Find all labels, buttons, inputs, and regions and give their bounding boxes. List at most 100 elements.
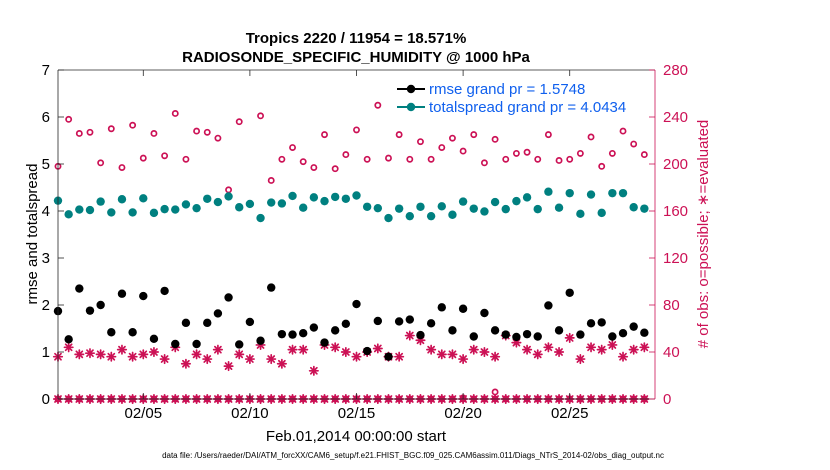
x-axis-label: Feb.01,2014 00:00:00 start	[266, 428, 447, 445]
possible-point	[331, 165, 339, 173]
possible-point	[448, 134, 456, 142]
totalspread-point	[458, 197, 468, 206]
totalspread-point	[160, 204, 169, 214]
rmse-point	[117, 289, 127, 298]
rmse-point	[330, 326, 340, 335]
evaluated-point	[63, 342, 74, 353]
evaluated-point	[106, 351, 117, 362]
possible-point	[363, 155, 371, 163]
chart-title: Tropics 2220 / 11954 = 18.571%	[246, 30, 467, 47]
y-tick-right-label: 280	[663, 62, 688, 79]
y-tick-right-label: 40	[663, 344, 680, 361]
rmse-point	[298, 329, 308, 338]
totalspread-point	[235, 203, 244, 212]
totalspread-point	[107, 208, 116, 217]
rmse-point	[171, 339, 180, 349]
possible-point	[289, 144, 296, 151]
totalspread-point	[171, 205, 180, 214]
x-tick-label: 02/10	[231, 405, 269, 422]
rmse-point	[458, 304, 468, 313]
totalspread-point	[554, 203, 564, 212]
evaluated-point	[138, 349, 149, 360]
rmse-point	[426, 319, 436, 328]
evaluated-point	[84, 348, 96, 359]
possible-point	[619, 127, 627, 135]
totalspread-point	[245, 199, 255, 209]
x-tick-label: 02/25	[551, 405, 589, 422]
totalspread-point	[490, 197, 500, 207]
evaluated-point	[180, 358, 191, 369]
possible-point	[534, 155, 542, 163]
evaluated-point	[234, 349, 245, 360]
data-file-footnote: data file: /Users/raeder/DAI/ATM_forcXX/…	[162, 451, 664, 460]
rmse-point	[437, 303, 446, 312]
totalspread-point	[203, 194, 212, 203]
possible-point	[608, 149, 616, 157]
rmse-point	[107, 328, 116, 337]
rmse-point	[267, 283, 276, 292]
rmse-point	[277, 329, 287, 339]
axes-layer: 0 1 2 3 4 5 6 7 0 40 80 120 160 200 240 280 02/05 02/10 02…	[42, 62, 688, 422]
totalspread-point	[437, 202, 446, 211]
possible-point	[107, 125, 115, 133]
totalspread-point	[501, 204, 510, 214]
totalspread-point	[352, 191, 361, 200]
legend-spread-label: totalspread grand pr = 4.0434	[429, 99, 626, 116]
totalspread-point	[181, 200, 191, 209]
possible-point	[321, 131, 328, 139]
totalspread-point	[597, 208, 606, 218]
totalspread-point	[373, 203, 383, 213]
evaluated-point	[404, 330, 415, 341]
possible-point	[257, 112, 265, 120]
totalspread-point	[117, 195, 127, 204]
possible-point	[395, 131, 403, 139]
rmse-point	[640, 328, 649, 337]
evaluated-point	[223, 361, 234, 372]
totalspread-point	[256, 213, 265, 223]
rmse-point	[533, 332, 542, 341]
possible-point	[417, 138, 424, 146]
rmse-point	[522, 329, 532, 339]
y-tick-right-label: 200	[663, 156, 688, 173]
rmse-point	[405, 315, 415, 324]
evaluated-point	[212, 344, 223, 355]
possible-point	[161, 152, 169, 160]
possible-point	[97, 159, 105, 167]
totalspread-point	[629, 203, 638, 212]
rmse-point	[309, 323, 319, 332]
possible-point	[278, 155, 286, 163]
y-tick-right-label: 0	[663, 391, 671, 408]
rmse-point	[490, 326, 500, 335]
rmse-point	[181, 318, 191, 328]
rmse-point	[245, 317, 255, 327]
y-tick-right-label: 160	[663, 203, 688, 220]
possible-point	[235, 118, 243, 126]
evaluated-point	[554, 346, 565, 358]
totalspread-point	[149, 208, 159, 218]
y-axis-label: rmse and totalspread	[24, 164, 41, 305]
rmse-point	[96, 300, 105, 310]
possible-point	[576, 149, 584, 157]
possible-point	[193, 127, 201, 135]
rmse-point	[373, 316, 383, 326]
chart-subtitle: RADIOSONDE_SPECIFIC_HUMIDITY @ 1000 hPa	[182, 49, 530, 66]
totalspread-point	[288, 191, 297, 201]
totalspread-point	[512, 196, 521, 206]
rmse-point	[139, 291, 148, 301]
evaluated-point	[522, 344, 533, 355]
possible-point	[630, 140, 638, 148]
rmse-point	[320, 338, 329, 347]
rmse-point	[128, 328, 137, 337]
y-tick-label: 5	[42, 156, 50, 173]
totalspread-point	[330, 192, 340, 202]
totalspread-point	[576, 209, 585, 219]
possible-point	[438, 144, 446, 151]
totalspread-point	[267, 198, 276, 207]
possible-point	[75, 129, 83, 137]
possible-outlier	[491, 388, 499, 396]
evaluated-point	[639, 342, 650, 353]
y-axis-right-label: # of obs: o=possible; ∗=evaluated	[695, 120, 712, 349]
plot-area	[58, 70, 655, 399]
possible-point	[640, 151, 648, 159]
